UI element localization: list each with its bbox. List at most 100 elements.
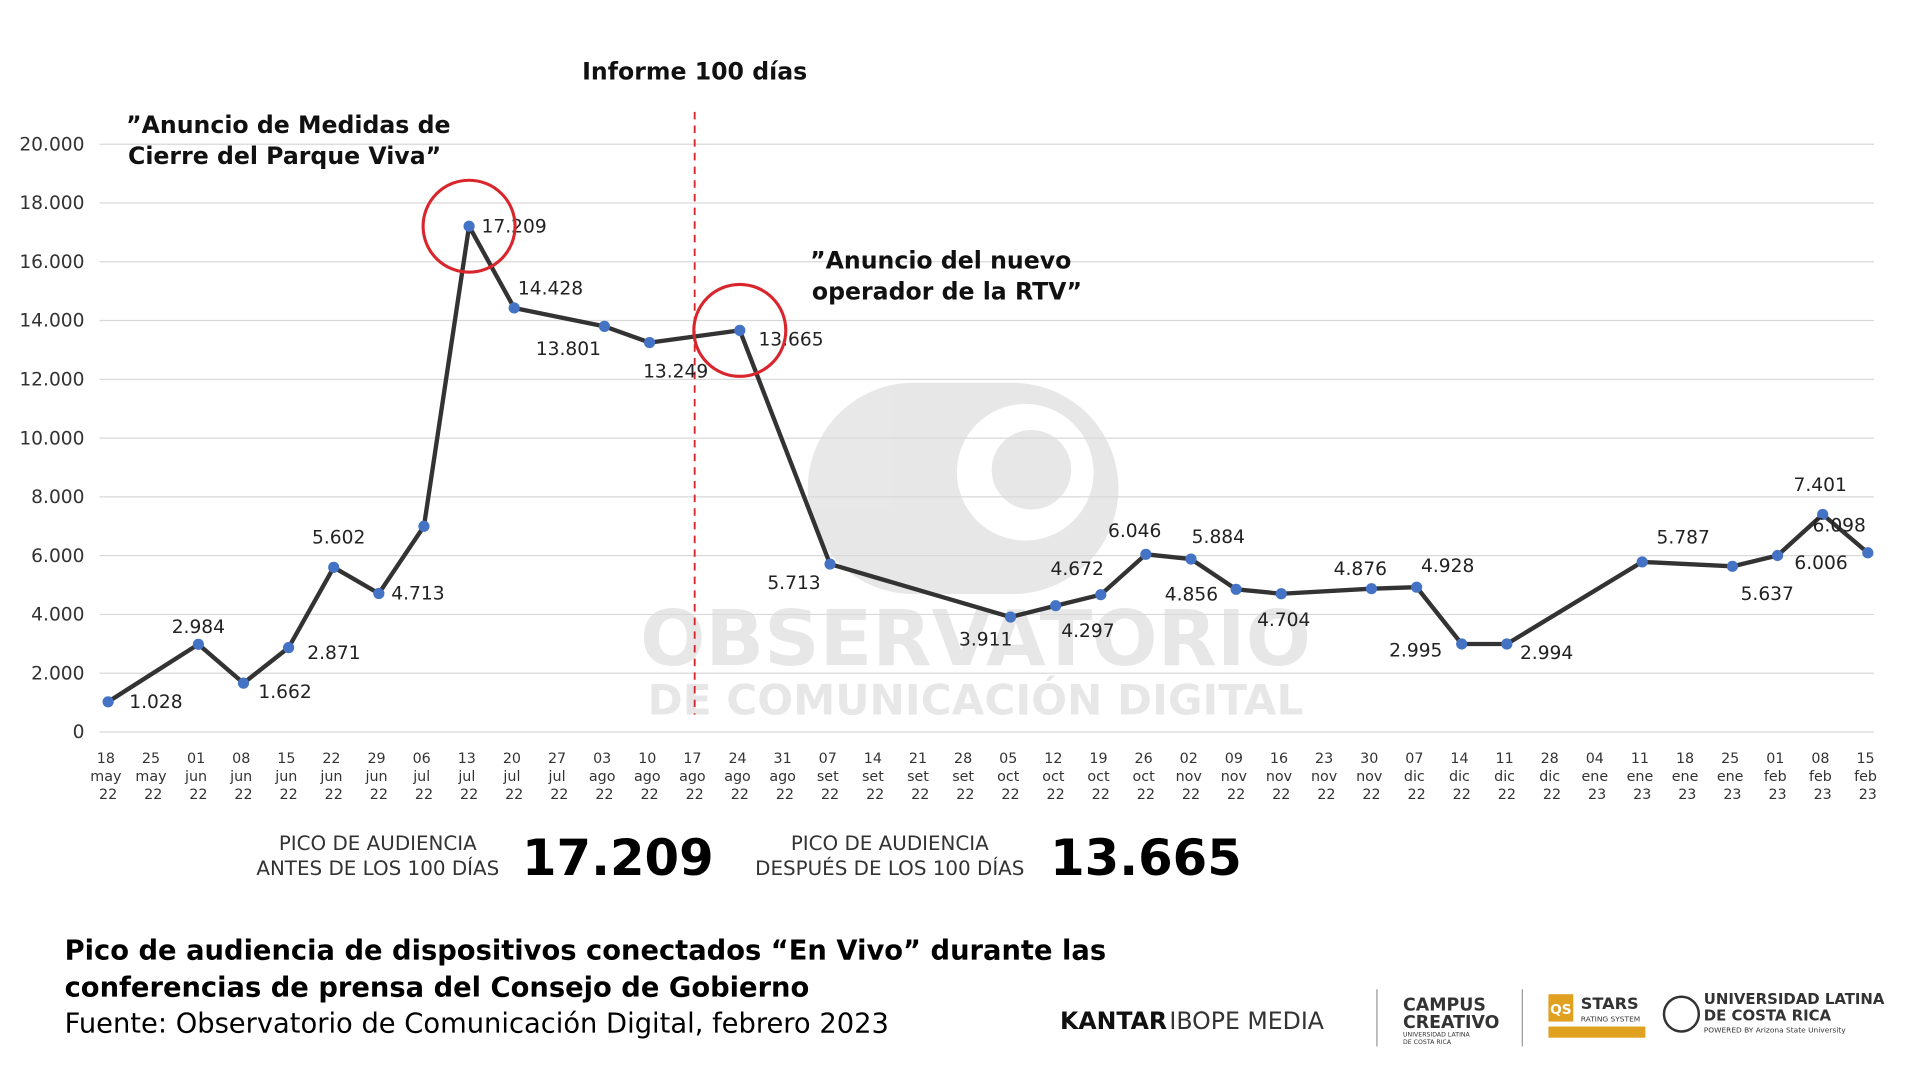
x-tick-label: 28 set 22 xyxy=(952,751,978,803)
data-point xyxy=(1636,556,1648,568)
summary-label: ANTES DE LOS 100 DÍAS xyxy=(256,857,499,880)
x-tick-label: 02 nov 22 xyxy=(1176,751,1207,803)
x-tick-label: 03 ago 22 xyxy=(589,751,620,803)
data-point xyxy=(1817,508,1829,521)
data-point xyxy=(463,220,475,232)
x-tick-label: 25 may 22 xyxy=(135,751,171,803)
annotation: Cierre del Parque Viva” xyxy=(128,142,441,170)
data-point xyxy=(373,587,385,600)
footer-source: Fuente: Observatorio de Comunicación Dig… xyxy=(65,1009,889,1040)
x-tick-label: 20 jul 22 xyxy=(502,751,525,803)
y-tick-label: 2.000 xyxy=(31,663,84,684)
data-point xyxy=(283,642,295,654)
x-tick-label: 01 jun 22 xyxy=(184,751,212,803)
data-point xyxy=(1456,638,1468,650)
y-tick-label: 16.000 xyxy=(19,252,84,273)
value-label: 2.871 xyxy=(307,643,360,664)
x-tick-label: 07 set 22 xyxy=(817,751,843,803)
logo-stars: RATING SYSTEM xyxy=(1581,1015,1640,1024)
data-point xyxy=(1726,560,1739,572)
value-label: 4.704 xyxy=(1257,610,1310,631)
summary-value: 13.665 xyxy=(1050,829,1242,887)
logo-stars: QS xyxy=(1550,1002,1571,1018)
data-point xyxy=(1862,547,1874,559)
value-label: 4.672 xyxy=(1050,559,1103,580)
x-tick-label: 04 ene 23 xyxy=(1581,751,1612,803)
data-point xyxy=(102,696,114,708)
value-label: 3.911 xyxy=(959,630,1012,651)
x-tick-label: 12 oct 22 xyxy=(1042,751,1069,803)
logo-globe xyxy=(1662,995,1701,1033)
data-point xyxy=(1050,600,1062,612)
y-tick-label: 14.000 xyxy=(19,311,84,332)
value-label: 4.713 xyxy=(391,584,444,605)
x-tick-label: 07 dic 22 xyxy=(1404,751,1429,803)
y-tick-label: 6.000 xyxy=(31,546,84,567)
value-label: 5.713 xyxy=(767,573,820,594)
value-label: 2.994 xyxy=(1520,643,1573,664)
value-label: 1.662 xyxy=(258,682,311,703)
y-tick-label: 12.000 xyxy=(19,370,84,391)
data-point xyxy=(1365,583,1378,595)
x-tick-label: 28 dic 22 xyxy=(1539,751,1564,803)
footer-title: conferencias de prensa del Consejo de Go… xyxy=(65,973,810,1004)
value-label: 14.428 xyxy=(518,278,583,299)
x-tick-label: 09 nov 22 xyxy=(1221,751,1252,803)
data-point xyxy=(1501,638,1513,650)
logo-kantar: KANTAR xyxy=(1060,1007,1167,1035)
value-label: 4.297 xyxy=(1061,621,1114,642)
value-label: 4.856 xyxy=(1165,584,1218,605)
logo-kantar: IBOPE MEDIA xyxy=(1169,1007,1324,1035)
annotation: operador de la RTV” xyxy=(812,278,1082,306)
value-label: 13.801 xyxy=(536,339,601,360)
x-tick-label: 06 jul 22 xyxy=(412,751,435,803)
x-tick-label: 18 may 22 xyxy=(90,751,126,803)
x-tick-label: 30 nov 22 xyxy=(1356,751,1387,803)
x-tick-label: 05 oct 22 xyxy=(997,751,1024,803)
highlight-circle xyxy=(421,178,517,274)
logo-campus: CREATIVO xyxy=(1403,1013,1499,1033)
annotation: ”Anuncio del nuevo xyxy=(810,246,1071,274)
plot: 0 2.000 4.000 6.000 8.000 10.000 12.000 14.000 1… xyxy=(19,111,1882,803)
summary-value: 17.209 xyxy=(522,829,714,887)
x-tick-label: 08 feb 23 xyxy=(1809,751,1836,803)
value-label: 13.665 xyxy=(758,329,823,350)
y-tick-label: 4.000 xyxy=(31,605,84,626)
y-tick-label: 8.000 xyxy=(31,487,84,508)
logo-campus: CAMPUS xyxy=(1403,995,1486,1015)
logo-ulatina: DE COSTA RICA xyxy=(1704,1006,1832,1024)
value-label: 2.984 xyxy=(172,617,225,638)
summary-label: PICO DE AUDIENCIA xyxy=(279,832,477,855)
y-tick-label: 18.000 xyxy=(19,193,84,214)
y-tick-label: 0 xyxy=(73,722,85,743)
y-tick-label: 20.000 xyxy=(19,134,84,155)
x-tick-label: 21 set 22 xyxy=(907,751,933,803)
value-label: 2.995 xyxy=(1389,640,1442,661)
x-tick-label: 14 set 22 xyxy=(862,751,888,803)
data-point xyxy=(508,302,520,314)
watermark-pupil xyxy=(991,430,1072,510)
data-point xyxy=(1004,611,1017,623)
data-point xyxy=(824,558,836,570)
x-tick-label: 13 jul 22 xyxy=(457,751,480,803)
value-label: 6.098 xyxy=(1813,516,1866,537)
x-tick-label: 16 nov 22 xyxy=(1266,751,1297,803)
value-label: 5.884 xyxy=(1192,527,1245,548)
data-point xyxy=(1275,588,1287,600)
x-tick-label: 29 jun 22 xyxy=(365,751,393,803)
data-point xyxy=(734,324,746,336)
footer-title: Pico de audiencia de dispositivos conect… xyxy=(65,935,1106,966)
data-point xyxy=(1411,581,1423,593)
x-tick-label: 19 oct 22 xyxy=(1087,751,1114,803)
summary-label: DESPUÉS DE LOS 100 DÍAS xyxy=(755,857,1024,880)
value-label: 13.249 xyxy=(643,361,708,382)
data-point xyxy=(1140,548,1152,560)
x-tick-label: 31 ago 22 xyxy=(769,751,800,803)
logo-ulatina: POWERED BY Arizona State University xyxy=(1704,1026,1846,1035)
data-point xyxy=(328,561,340,573)
watermark-text: DE COMUNICACIÓN DIGITAL xyxy=(648,675,1304,725)
logo-stars: STARS xyxy=(1581,994,1639,1013)
data-point xyxy=(237,677,250,689)
